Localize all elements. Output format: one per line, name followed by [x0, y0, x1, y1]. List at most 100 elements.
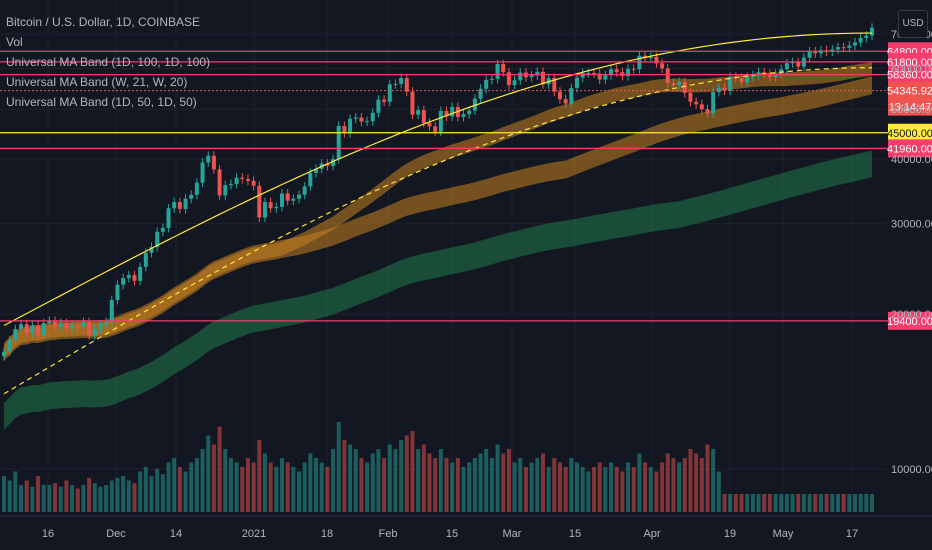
volume-bar: [818, 494, 823, 512]
volume-bar: [262, 453, 267, 512]
trend-curve-mid: [3, 67, 873, 395]
volume-bar: [614, 467, 619, 512]
x-tick-label: Feb: [379, 528, 398, 540]
candle-body: [393, 83, 398, 85]
candle-body: [325, 163, 330, 166]
candle-body: [807, 51, 812, 58]
x-tick-label: 2021: [242, 528, 266, 540]
volume-bar: [416, 449, 421, 512]
candle-body: [512, 80, 517, 86]
candle-body: [279, 193, 284, 207]
volume-bar: [796, 494, 801, 512]
candle-body: [433, 126, 438, 132]
volume-bar: [177, 467, 182, 512]
y-tick-label: 30000.00: [891, 218, 932, 230]
volume-bar: [404, 435, 409, 512]
volume-bar: [325, 467, 330, 512]
volume-bar: [461, 467, 466, 512]
volume-bar: [455, 458, 460, 512]
candle-body: [835, 47, 840, 50]
candle-body: [331, 159, 336, 166]
candle-body: [716, 87, 721, 93]
candle-body: [626, 68, 631, 77]
volume-bar: [444, 458, 449, 512]
candle-body: [756, 72, 761, 76]
candle-body: [121, 277, 126, 285]
candle-body: [665, 68, 670, 84]
level-tag: [888, 123, 932, 142]
volume-bar: [30, 486, 35, 512]
ma-band-2-label[interactable]: Universal MA Band (W, 21, W, 20): [6, 75, 188, 89]
volume-indicator-label[interactable]: Vol: [6, 35, 23, 49]
candle-body: [461, 114, 466, 117]
level-tag-label: 41960.00: [887, 143, 932, 155]
volume-bar: [433, 458, 438, 512]
volume-bar: [597, 462, 602, 512]
volume-bar: [739, 494, 744, 512]
volume-bar: [36, 476, 41, 512]
x-tick-label: Dec: [106, 528, 126, 540]
candle-body: [87, 322, 92, 336]
volume-bar: [115, 477, 120, 512]
candle-body: [870, 27, 874, 36]
time-axis: 16 Dec 14 2021 18 Feb 15 Mar 15 Apr 19 May 17: [0, 515, 932, 540]
volume-bar: [830, 494, 835, 512]
volume-bar: [682, 458, 687, 512]
volume-bar: [643, 462, 648, 512]
candle-body: [529, 75, 534, 78]
currency-button[interactable]: USD: [898, 10, 928, 38]
volume-bar: [41, 485, 46, 512]
candle-body: [166, 208, 171, 228]
candle-body: [404, 77, 409, 92]
candle-body: [36, 325, 41, 336]
candle-body: [365, 121, 370, 123]
volume-bar: [314, 458, 319, 512]
volume-bar: [393, 449, 398, 512]
volume-bar: [631, 467, 636, 512]
candle-body: [711, 92, 716, 114]
ma-band-1-label[interactable]: Universal MA Band (1D, 100, 1D, 100): [6, 55, 211, 69]
candle-body: [750, 75, 755, 77]
volume-bar: [654, 471, 659, 512]
x-tick-label: 19: [724, 528, 736, 540]
candle-body: [115, 284, 120, 300]
candle-body: [70, 325, 75, 328]
symbol-title[interactable]: Bitcoin / U.S. Dollar, 1D, COINBASE: [6, 15, 201, 29]
x-tick-label: 15: [569, 528, 581, 540]
candle-body: [387, 84, 392, 102]
candle-body: [813, 51, 818, 54]
volume-bar: [211, 444, 216, 512]
volume-bar: [13, 471, 18, 512]
volume-bar: [824, 494, 829, 512]
ma-band-3-label[interactable]: Universal MA Band (1D, 50, 1D, 50): [6, 95, 197, 109]
volume-bar: [563, 467, 568, 512]
candle-body: [291, 198, 296, 201]
last-price-label: 54345.92: [887, 86, 932, 98]
y-tick-label: 60000.00: [891, 63, 932, 75]
volume-bar: [586, 471, 591, 512]
volume-bar: [189, 462, 194, 512]
volume-bar: [172, 458, 177, 512]
y-tick-label: 40000.00: [891, 154, 932, 166]
volume-bar: [711, 449, 716, 512]
candle-body: [722, 87, 727, 91]
volume-bar: [359, 458, 364, 512]
candle-body: [138, 266, 143, 281]
volume-bar: [24, 480, 29, 512]
volume-bar: [319, 462, 324, 512]
volume-bar: [353, 449, 358, 512]
candle-body: [155, 231, 160, 247]
candle-body: [699, 104, 704, 110]
candle-body: [614, 69, 619, 73]
volume-bar: [478, 453, 483, 512]
volume-bar: [660, 462, 665, 512]
volume-bar: [234, 462, 239, 512]
volume-bar: [121, 476, 126, 512]
volume-bar: [756, 494, 761, 512]
candle-body: [472, 98, 477, 111]
candle-body: [359, 117, 364, 122]
volume-bar: [257, 440, 262, 512]
chart-legend: Bitcoin / U.S. Dollar, 1D, COINBASE Vol …: [6, 12, 210, 112]
volume-bar: [852, 494, 857, 512]
